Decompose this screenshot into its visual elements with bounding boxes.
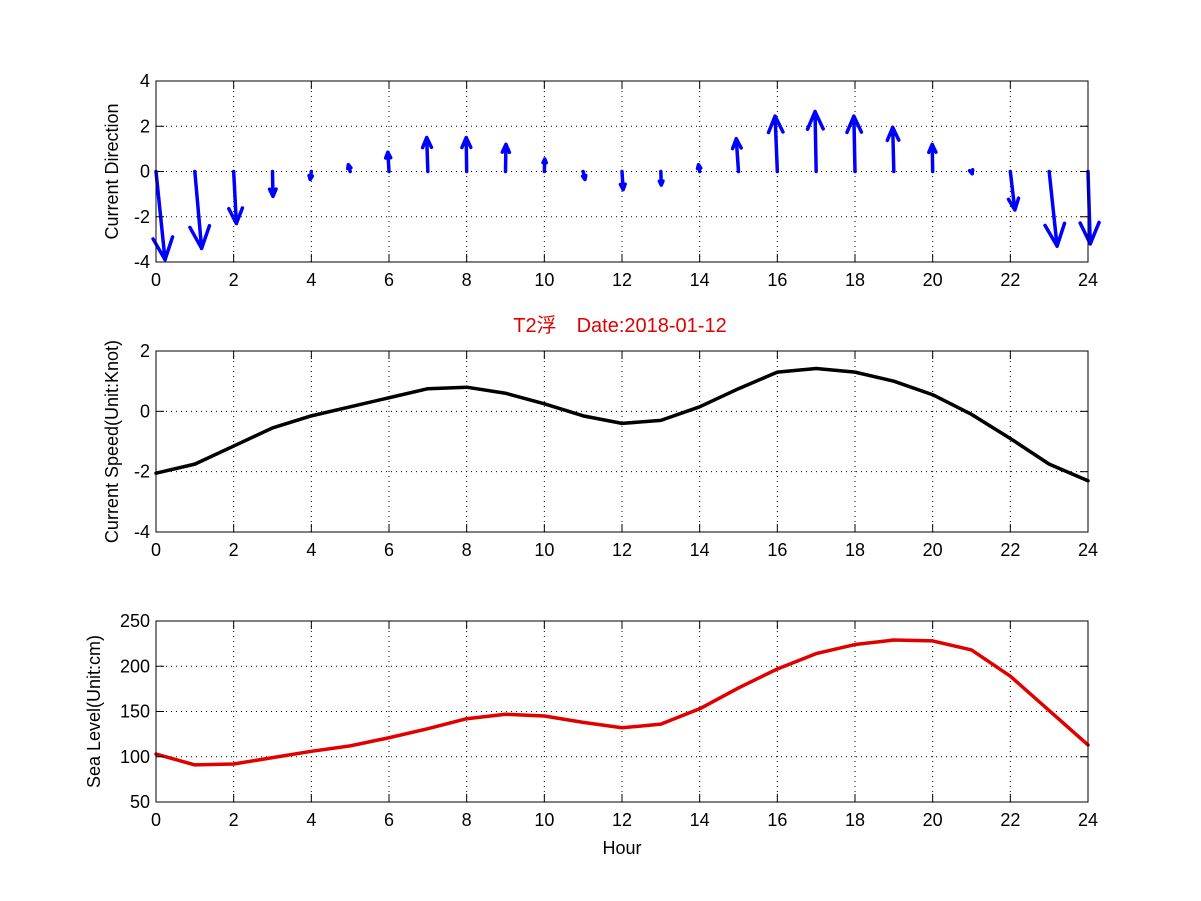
direction-x-tick-label: 6 — [384, 270, 394, 290]
speed-x-tick-label: 16 — [767, 540, 787, 560]
direction-arrow — [345, 162, 353, 174]
speed-y-tick-label: -2 — [134, 462, 150, 482]
sea-level-y-tick-label: 250 — [120, 611, 150, 631]
sea-level-x-tick-label: 20 — [923, 810, 943, 830]
sea-level-y-tick-label: 150 — [120, 702, 150, 722]
direction-x-tick-label: 18 — [845, 270, 865, 290]
speed-x-tick-label: 0 — [151, 540, 161, 560]
direction-arrow — [967, 168, 975, 176]
direction-arrow — [267, 169, 278, 199]
direction-arrow — [766, 114, 785, 174]
direction-arrow — [730, 136, 743, 174]
sea-level-y-axis-label: Sea Level(Unit:cm) — [84, 635, 104, 788]
direction-arrow — [805, 109, 825, 174]
speed-x-tick-label: 10 — [534, 540, 554, 560]
speed-series-line — [154, 366, 1090, 483]
direction-x-tick-label: 12 — [612, 270, 632, 290]
direction-x-tick-label: 2 — [229, 270, 239, 290]
sea-level-x-tick-label: 4 — [306, 810, 316, 830]
speed-x-tick-label: 22 — [1000, 540, 1020, 560]
sea-level-x-tick-label: 12 — [612, 810, 632, 830]
sea-level-x-tick-label: 6 — [384, 810, 394, 830]
direction-x-tick-label: 20 — [923, 270, 943, 290]
speed-y-tick-label: 2 — [140, 341, 150, 361]
direction-y-tick-label: -4 — [134, 252, 150, 272]
direction-arrow — [460, 135, 473, 174]
direction-arrow — [927, 142, 938, 174]
sea-level-y-tick-label: 200 — [120, 656, 150, 676]
speed-x-tick-label: 24 — [1078, 540, 1098, 560]
speed-y-tick-label: -4 — [134, 522, 150, 542]
sea-level-x-tick-label: 24 — [1078, 810, 1098, 830]
speed-x-tick-label: 4 — [306, 540, 316, 560]
direction-x-tick-label: 8 — [462, 270, 472, 290]
direction-arrow — [695, 162, 703, 174]
direction-arrow — [657, 169, 665, 187]
sea-level-y-tick-label: 50 — [130, 792, 150, 812]
speed-x-tick-label: 14 — [690, 540, 710, 560]
speed-x-tick-label: 12 — [612, 540, 632, 560]
direction-arrow — [1006, 169, 1021, 212]
direction-arrow — [151, 169, 175, 262]
sea-level-x-tick-label: 18 — [845, 810, 865, 830]
speed-x-tick-label: 6 — [384, 540, 394, 560]
speed-y-axis-label: Current Speed(Unit:Knot) — [102, 340, 122, 543]
direction-arrow — [541, 157, 549, 174]
direction-y-tick-label: -2 — [134, 207, 150, 227]
direction-arrow — [420, 135, 434, 174]
direction-x-tick-label: 4 — [306, 270, 316, 290]
direction-y-tick-label: 2 — [140, 116, 150, 136]
direction-y-tick-label: 0 — [140, 162, 150, 182]
direction-arrow — [885, 125, 901, 174]
sea-level-x-tick-label: 2 — [229, 810, 239, 830]
direction-arrow — [500, 142, 512, 174]
sea-level-x-tick-label: 0 — [151, 810, 161, 830]
direction-x-tick-label: 10 — [534, 270, 554, 290]
sea-level-x-tick-label: 16 — [767, 810, 787, 830]
speed-x-tick-label: 18 — [845, 540, 865, 560]
direction-y-tick-label: 4 — [140, 71, 150, 91]
direction-x-tick-label: 24 — [1078, 270, 1098, 290]
sea-level-y-tick-label: 100 — [120, 747, 150, 767]
chart-title: T2浮 Date:2018-01-12 — [513, 314, 726, 337]
speed-x-tick-label: 2 — [229, 540, 239, 560]
direction-arrow — [1043, 169, 1067, 248]
sea-level-x-tick-label: 10 — [534, 810, 554, 830]
direction-x-tick-label: 22 — [1000, 270, 1020, 290]
direction-y-axis-label: Current Direction — [102, 103, 122, 239]
direction-arrow — [618, 169, 627, 192]
speed-x-tick-label: 8 — [462, 540, 472, 560]
direction-arrow — [580, 169, 588, 182]
sea-level-x-tick-label: 8 — [462, 810, 472, 830]
sea-level-x-axis-label: Hour — [602, 838, 641, 858]
direction-x-tick-label: 14 — [690, 270, 710, 290]
speed-x-tick-label: 20 — [923, 540, 943, 560]
speed-y-tick-label: 0 — [140, 401, 150, 421]
sea-level-series-line — [154, 638, 1090, 767]
direction-arrow — [845, 114, 864, 174]
direction-x-tick-label: 0 — [151, 270, 161, 290]
direction-arrow — [227, 169, 245, 226]
sea-level-x-tick-label: 22 — [1000, 810, 1020, 830]
direction-arrow — [307, 169, 315, 182]
direction-x-tick-label: 16 — [767, 270, 787, 290]
sea-level-x-tick-label: 14 — [690, 810, 710, 830]
direction-arrow — [383, 150, 393, 174]
direction-arrow — [188, 169, 212, 251]
